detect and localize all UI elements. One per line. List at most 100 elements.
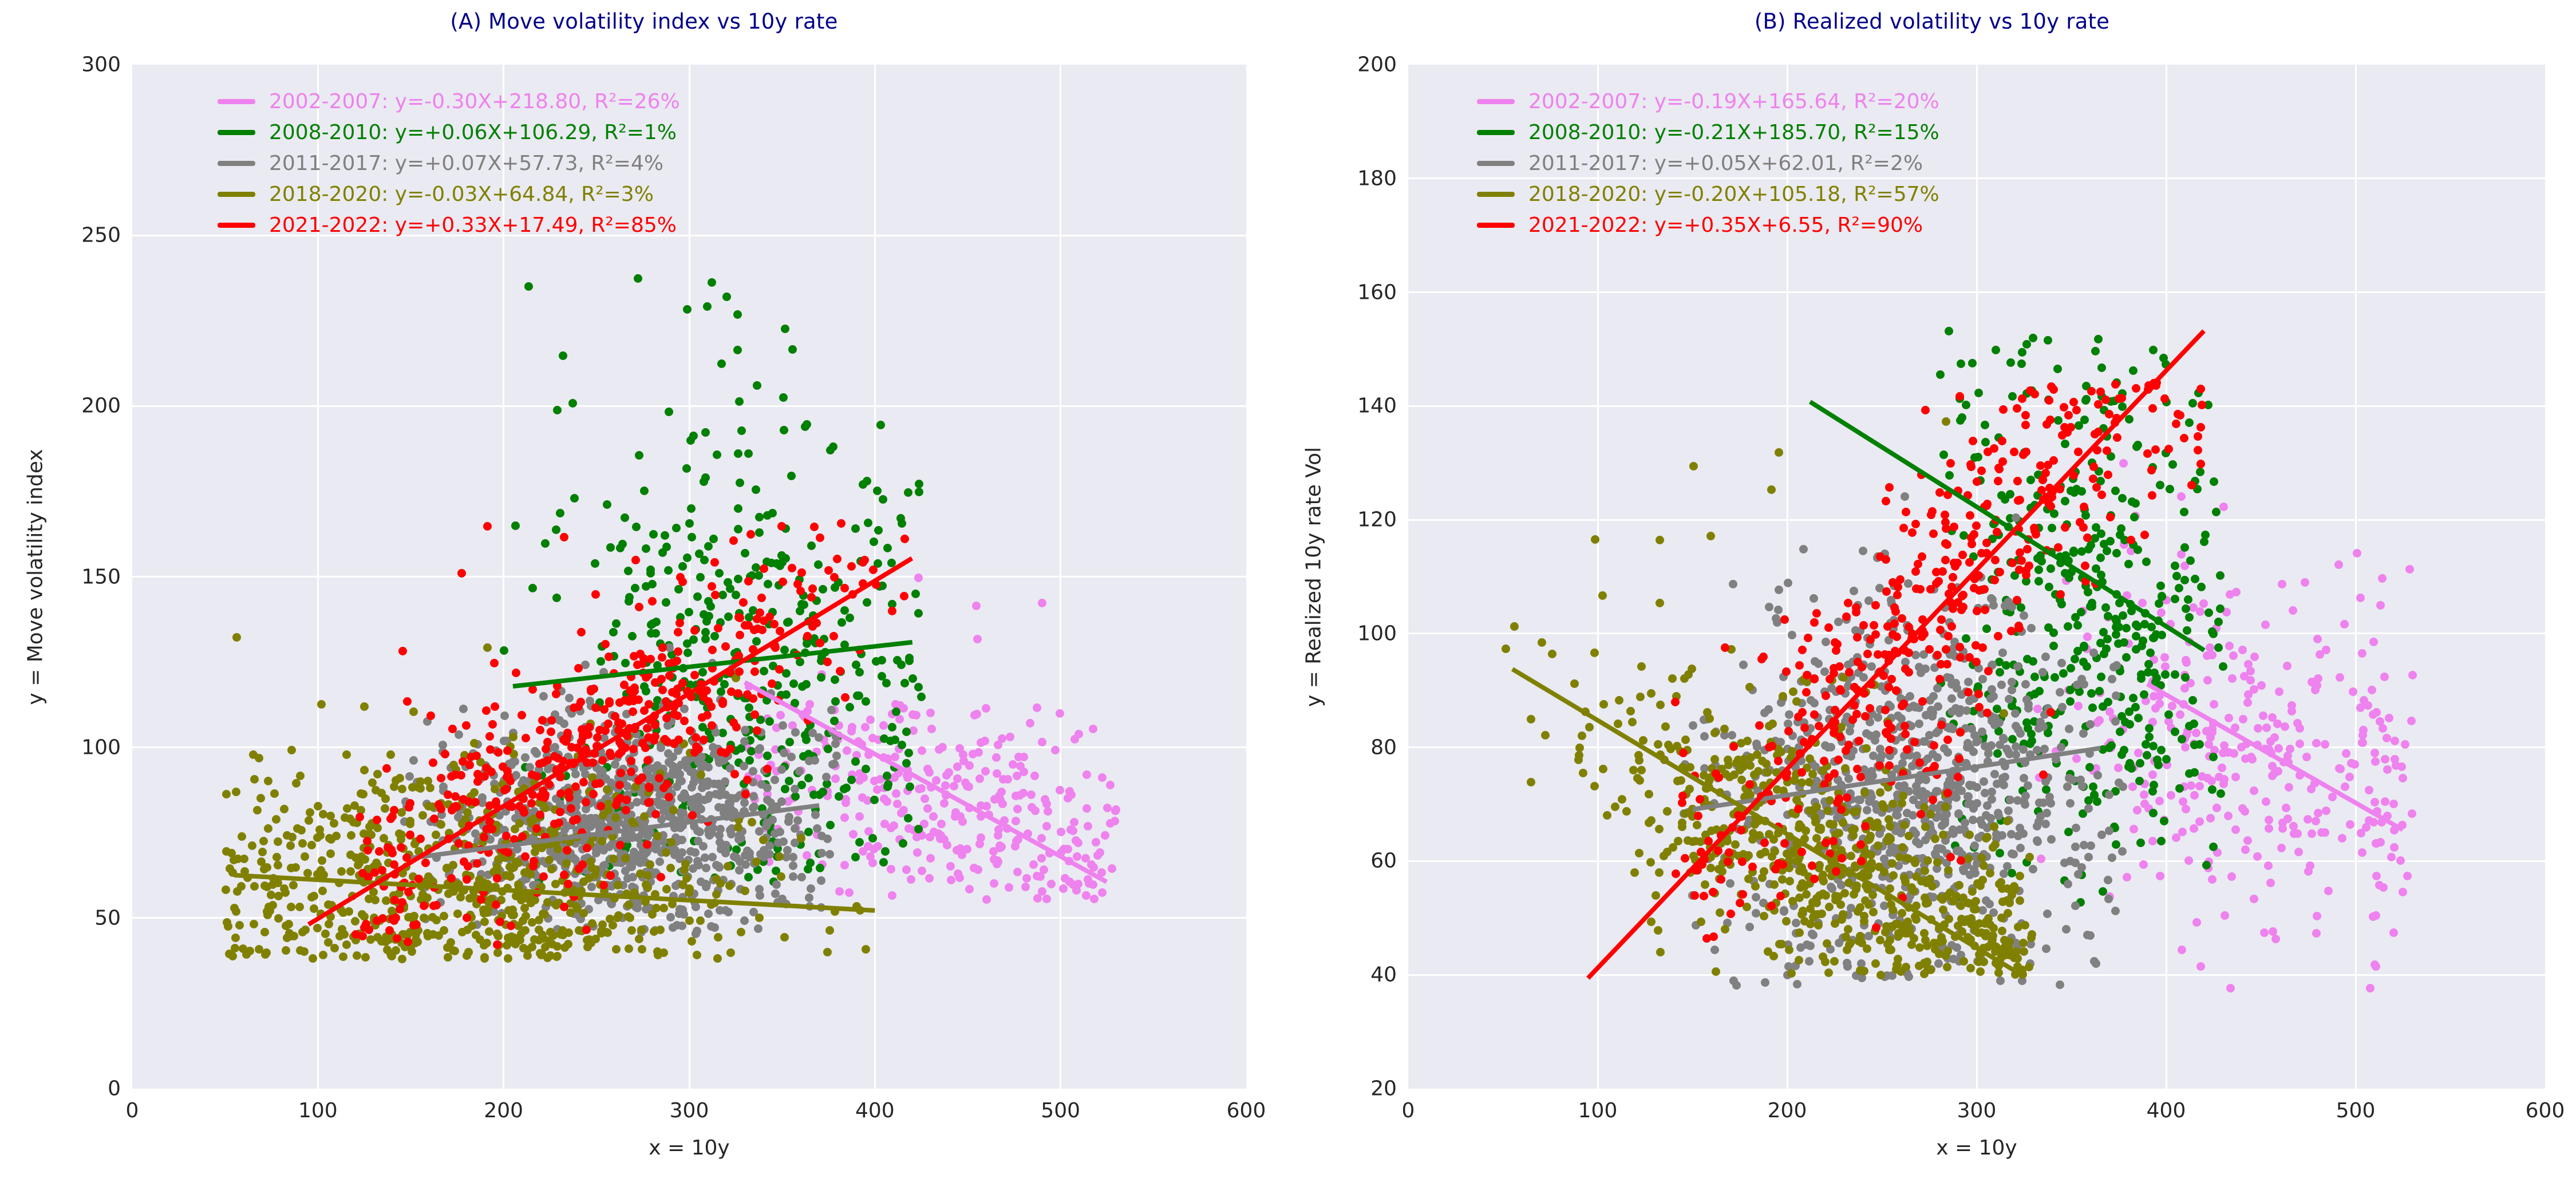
scatter-point: [2180, 684, 2190, 693]
scatter-point: [547, 865, 556, 874]
scatter-point: [2151, 703, 2160, 713]
scatter-point: [416, 835, 425, 843]
scatter-point: [902, 865, 911, 874]
scatter-point: [870, 537, 879, 547]
scatter-point: [2005, 899, 2014, 908]
scatter-point: [999, 775, 1008, 784]
scatter-point: [981, 736, 990, 745]
scatter-point: [397, 784, 406, 793]
scatter-point: [1841, 764, 1850, 773]
scatter-point: [624, 944, 633, 953]
scatter-point: [1842, 932, 1851, 941]
scatter-point: [974, 748, 983, 757]
scatter-point: [223, 922, 232, 931]
scatter-point: [1106, 819, 1115, 828]
scatter-point: [840, 606, 850, 615]
scatter-point: [409, 920, 418, 930]
scatter-point: [2247, 752, 2256, 761]
scatter-point: [1677, 822, 1686, 831]
scatter-point: [730, 770, 740, 779]
scatter-point: [2181, 604, 2190, 613]
scatter-point: [754, 913, 764, 922]
scatter-point: [570, 494, 579, 503]
scatter-point: [2138, 636, 2147, 646]
scatter-point: [733, 504, 742, 513]
scatter-point: [888, 723, 896, 732]
scatter-point: [929, 812, 938, 821]
scatter-point: [699, 736, 708, 745]
scatter-point: [654, 773, 663, 782]
scatter-point: [379, 833, 388, 843]
scatter-point: [642, 724, 651, 733]
legend-item-2002-2007[interactable]: 2002-2007: y=-0.30X+218.80, R²=26%: [218, 86, 680, 117]
legend-item-2008-2010[interactable]: 2008-2010: y=+0.06X+106.29, R²=1%: [218, 117, 680, 148]
scatter-point: [700, 610, 709, 619]
scatter-point: [256, 794, 266, 803]
scatter-point: [2017, 347, 2026, 357]
legend-line-swatch-icon: [218, 191, 255, 197]
scatter-point: [591, 934, 600, 943]
scatter-point: [748, 606, 757, 615]
scatter-point: [2116, 524, 2125, 533]
scatter-point: [556, 807, 565, 816]
scatter-point: [2372, 911, 2381, 920]
scatter-point: [1965, 831, 1974, 840]
scatter-point: [1728, 730, 1737, 740]
scatter-point: [874, 559, 883, 568]
scatter-point: [482, 939, 491, 948]
scatter-point: [911, 711, 920, 720]
scatter-point: [903, 488, 912, 497]
scatter-point: [1962, 634, 1971, 643]
scatter-point: [816, 673, 825, 682]
scatter-point: [733, 310, 742, 319]
scatter-point: [740, 737, 749, 746]
scatter-point: [2262, 723, 2271, 733]
scatter-point: [536, 725, 545, 734]
scatter-point: [2002, 744, 2011, 753]
x-axis-tick-label: 400: [855, 1099, 895, 1122]
scatter-point: [926, 854, 935, 863]
x-axis-tick-label: 300: [669, 1099, 709, 1122]
scatter-point: [914, 683, 923, 692]
scatter-point: [2285, 783, 2294, 792]
scatter-point: [1098, 773, 1107, 782]
scatter-point: [2214, 643, 2223, 653]
scatter-point: [490, 702, 499, 711]
scatter-point: [883, 543, 892, 552]
scatter-point: [1814, 920, 1823, 930]
legend-item-2011-2017[interactable]: 2011-2017: y=+0.07X+57.73, R²=4%: [218, 148, 680, 179]
scatter-point: [2065, 799, 2075, 808]
scatter-point: [693, 592, 702, 602]
scatter-point: [2322, 645, 2331, 654]
scatter-point: [604, 652, 613, 661]
scatter-point: [2134, 714, 2143, 723]
scatter-point: [853, 691, 862, 700]
scatter-point: [2266, 879, 2275, 888]
scatter-point: [1651, 891, 1660, 900]
panel-a-x-axis-label: x = 10y: [649, 1136, 730, 1160]
scatter-point: [2334, 560, 2344, 570]
scatter-point: [690, 626, 699, 635]
scatter-point: [735, 613, 744, 622]
scatter-point: [1952, 684, 1961, 693]
scatter-point: [682, 639, 692, 648]
scatter-point: [2182, 626, 2191, 635]
scatter-point: [2294, 848, 2304, 857]
legend-item-2021-2022[interactable]: 2021-2022: y=+0.33X+17.49, R²=85%: [218, 209, 680, 240]
scatter-point: [279, 884, 289, 893]
scatter-point: [1911, 858, 1920, 867]
scatter-point: [737, 426, 746, 436]
scatter-point: [2207, 650, 2217, 659]
scatter-point: [1033, 703, 1042, 713]
y-axis-tick-label: 100: [81, 736, 121, 760]
scatter-point: [688, 937, 697, 946]
scatter-point: [2293, 718, 2302, 727]
scatter-point: [428, 758, 437, 767]
scatter-point: [2206, 813, 2215, 823]
scatter-point: [887, 606, 896, 615]
scatter-point: [1885, 822, 1894, 831]
legend-item-2018-2020[interactable]: 2018-2020: y=-0.03X+64.84, R²=3%: [218, 179, 680, 209]
scatter-point: [2003, 908, 2012, 918]
scatter-point: [615, 780, 625, 789]
scatter-point: [2374, 880, 2384, 889]
